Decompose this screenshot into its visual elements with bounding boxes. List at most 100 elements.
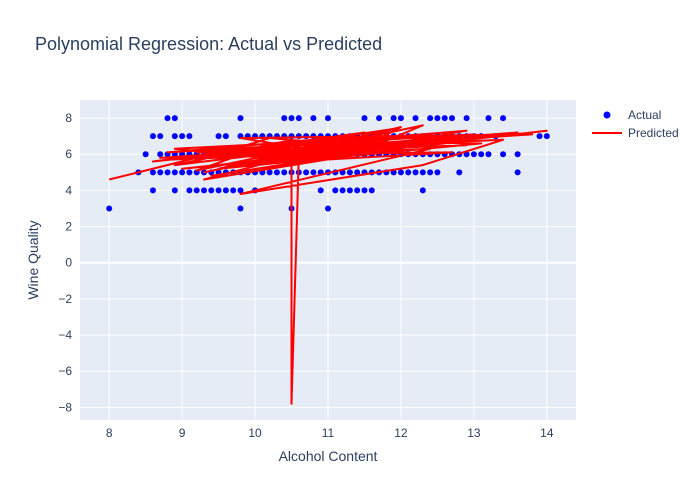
actual-point bbox=[106, 205, 113, 212]
y-tick-label: 4 bbox=[65, 183, 72, 197]
legend-label-actual: Actual bbox=[628, 108, 661, 122]
y-tick-label: 6 bbox=[65, 147, 72, 161]
y-tick-labels: −8 −6 −4 −2 0 2 4 6 8 bbox=[58, 111, 72, 414]
actual-point bbox=[171, 115, 178, 122]
actual-point bbox=[288, 115, 295, 122]
y-tick-label: −6 bbox=[58, 364, 72, 378]
actual-point bbox=[281, 169, 288, 176]
actual-point bbox=[376, 115, 383, 122]
actual-point bbox=[346, 187, 353, 194]
x-tick-labels: 8 9 10 11 12 13 14 bbox=[106, 426, 554, 440]
actual-point bbox=[237, 115, 244, 122]
actual-point bbox=[164, 169, 171, 176]
actual-point bbox=[456, 169, 463, 176]
y-tick-label: −2 bbox=[58, 292, 72, 306]
actual-point bbox=[149, 169, 156, 176]
actual-point bbox=[186, 187, 193, 194]
y-tick-label: 8 bbox=[65, 111, 72, 125]
actual-point bbox=[222, 187, 229, 194]
actual-point bbox=[179, 169, 186, 176]
legend[interactable]: Actual Predicted bbox=[592, 108, 679, 140]
actual-point bbox=[281, 115, 288, 122]
actual-point bbox=[295, 115, 302, 122]
x-tick-label: 11 bbox=[322, 426, 335, 440]
actual-point bbox=[310, 115, 317, 122]
actual-point bbox=[325, 115, 331, 122]
legend-item-actual[interactable]: Actual bbox=[603, 108, 662, 122]
y-tick-label: −8 bbox=[58, 400, 72, 414]
y-tick-label: 0 bbox=[65, 256, 72, 270]
actual-point bbox=[419, 187, 426, 194]
y-tick-label: 2 bbox=[65, 220, 72, 234]
actual-point bbox=[266, 169, 273, 176]
actual-point bbox=[193, 187, 200, 194]
actual-point bbox=[368, 187, 375, 194]
actual-point bbox=[478, 151, 485, 158]
actual-point bbox=[500, 115, 507, 122]
actual-point bbox=[339, 187, 346, 194]
actual-point bbox=[485, 151, 492, 158]
actual-point bbox=[361, 187, 368, 194]
actual-point bbox=[470, 151, 477, 158]
chart-title: Polynomial Regression: Actual vs Predict… bbox=[35, 34, 382, 54]
actual-point bbox=[427, 115, 434, 122]
actual-point bbox=[543, 133, 550, 140]
actual-point bbox=[412, 169, 419, 176]
actual-point bbox=[514, 151, 521, 158]
actual-point bbox=[303, 169, 310, 176]
actual-point bbox=[230, 187, 237, 194]
actual-point bbox=[171, 169, 178, 176]
actual-point bbox=[354, 169, 361, 176]
actual-point bbox=[419, 169, 426, 176]
x-tick-label: 9 bbox=[179, 426, 186, 440]
actual-point bbox=[354, 187, 361, 194]
actual-point bbox=[397, 115, 404, 122]
actual-point bbox=[215, 133, 222, 140]
actual-point bbox=[157, 169, 164, 176]
actual-point bbox=[157, 151, 164, 158]
actual-point bbox=[536, 133, 543, 140]
legend-marker-actual bbox=[603, 111, 611, 119]
actual-point bbox=[201, 187, 207, 194]
actual-point bbox=[441, 115, 448, 122]
actual-point bbox=[273, 169, 280, 176]
actual-point bbox=[361, 115, 368, 122]
y-axis-label: Wine Quality bbox=[25, 220, 41, 299]
actual-point bbox=[390, 115, 397, 122]
actual-point bbox=[142, 151, 149, 158]
actual-point bbox=[434, 169, 441, 176]
actual-point bbox=[208, 187, 215, 194]
actual-point bbox=[405, 169, 412, 176]
actual-point bbox=[186, 169, 193, 176]
actual-point bbox=[346, 169, 353, 176]
legend-item-predicted[interactable]: Predicted bbox=[592, 126, 679, 140]
actual-point bbox=[514, 169, 521, 176]
actual-point bbox=[157, 133, 164, 140]
actual-point bbox=[500, 151, 507, 158]
x-tick-label: 10 bbox=[248, 426, 262, 440]
actual-point bbox=[463, 115, 470, 122]
actual-point bbox=[303, 133, 310, 140]
actual-point bbox=[485, 115, 492, 122]
actual-point bbox=[149, 187, 156, 194]
actual-point bbox=[325, 205, 331, 212]
actual-point bbox=[179, 133, 186, 140]
actual-point bbox=[164, 115, 171, 122]
predicted-line bbox=[108, 124, 548, 405]
actual-point bbox=[449, 115, 455, 122]
actual-point bbox=[332, 187, 339, 194]
x-tick-label: 13 bbox=[467, 426, 481, 440]
actual-point bbox=[310, 169, 317, 176]
actual-point bbox=[434, 115, 441, 122]
actual-point bbox=[427, 169, 434, 176]
x-tick-label: 12 bbox=[394, 426, 408, 440]
actual-point bbox=[186, 133, 193, 140]
actual-point bbox=[215, 187, 222, 194]
x-tick-label: 14 bbox=[540, 426, 554, 440]
actual-point bbox=[237, 205, 244, 212]
plot-marks bbox=[106, 115, 550, 405]
actual-point bbox=[171, 187, 178, 194]
actual-point bbox=[237, 187, 244, 194]
x-axis-label: Alcohol Content bbox=[279, 448, 378, 464]
